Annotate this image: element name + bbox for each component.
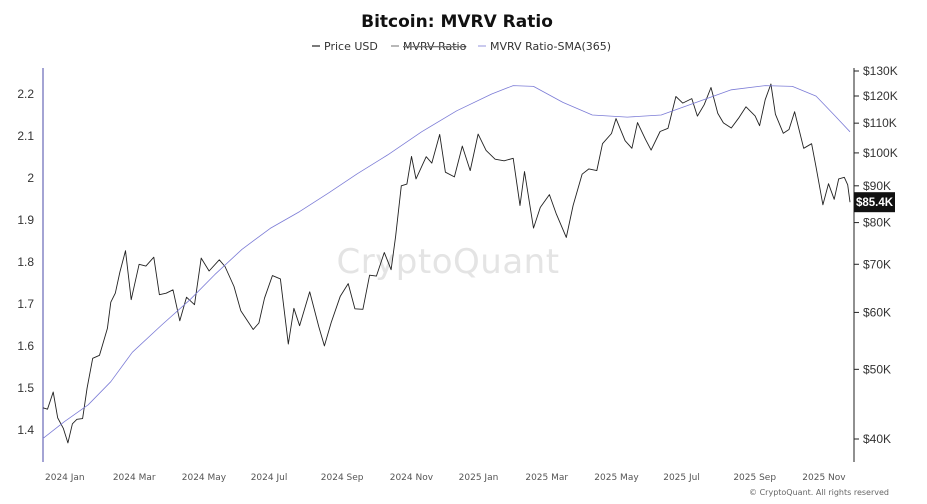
last-value-box <box>854 192 895 213</box>
right-axis-ticks: $130K $120K $110K $100K $90K $80K $70K $60K $50K… <box>854 64 898 446</box>
x-tick-label: 2025 Jan <box>459 473 499 483</box>
legend-item[interactable]: MVRV Ratio <box>391 40 467 53</box>
right-tick-label: $90K <box>863 179 891 193</box>
last-value-marker: $85.4K <box>854 192 895 213</box>
left-tick-label: 2.1 <box>17 129 34 143</box>
legend-item[interactable]: Price USD <box>312 40 378 53</box>
x-tick-label: 2024 May <box>182 473 227 483</box>
left-tick-label: 1.8 <box>17 255 34 269</box>
series-layer <box>42 83 851 444</box>
right-tick-label: $70K <box>863 257 891 271</box>
sma-series-line <box>42 85 851 439</box>
legend-label: MVRV Ratio-SMA(365) <box>490 40 611 53</box>
x-tick-label: 2024 Mar <box>113 473 156 483</box>
left-tick-label: 1.5 <box>17 381 34 395</box>
left-axis-ticks: 2.2 2.1 2 1.9 1.8 1.7 1.6 1.5 1.4 <box>17 87 34 437</box>
legend-label: Price USD <box>324 40 378 53</box>
right-tick-label: $120K <box>863 89 898 103</box>
right-tick-label: $130K <box>863 64 898 78</box>
x-tick-label: 2024 Nov <box>390 473 434 483</box>
left-tick-label: 2.2 <box>17 87 34 101</box>
chart-legend: Price USD MVRV Ratio MVRV Ratio-SMA(365) <box>312 40 611 53</box>
x-tick-label: 2024 Jul <box>251 473 288 483</box>
x-axis-ticks: 2024 Jan 2024 Mar 2024 May 2024 Jul 2024 Sep… <box>45 473 846 483</box>
right-tick-label: $80K <box>863 216 891 230</box>
left-tick-label: 2 <box>27 171 34 185</box>
copyright-text: © CryptoQuant. All rights reserved <box>749 488 889 497</box>
last-value-label: $85.4K <box>856 197 894 209</box>
legend-item[interactable]: MVRV Ratio-SMA(365) <box>478 40 611 53</box>
left-tick-label: 1.7 <box>17 297 34 311</box>
left-tick-label: 1.4 <box>17 423 34 437</box>
right-tick-label: $60K <box>863 305 891 319</box>
right-tick-label: $50K <box>863 362 891 376</box>
left-tick-label: 1.9 <box>17 213 34 227</box>
right-tick-label: $100K <box>863 146 898 160</box>
x-tick-label: 2025 Jul <box>663 473 700 483</box>
left-tick-label: 1.6 <box>17 339 34 353</box>
x-tick-label: 2025 Mar <box>525 473 568 483</box>
right-tick-label: $110K <box>863 116 897 130</box>
x-tick-label: 2025 May <box>594 473 639 483</box>
chart-title: Bitcoin: MVRV Ratio <box>361 12 553 32</box>
x-tick-label: 2024 Sep <box>321 473 364 483</box>
x-tick-label: 2025 Nov <box>802 473 846 483</box>
watermark-text: CryptoQuant <box>336 242 559 282</box>
x-tick-label: 2024 Jan <box>45 473 85 483</box>
x-tick-label: 2025 Sep <box>733 473 776 483</box>
price-series-line <box>42 83 851 444</box>
right-tick-label: $40K <box>863 432 891 446</box>
